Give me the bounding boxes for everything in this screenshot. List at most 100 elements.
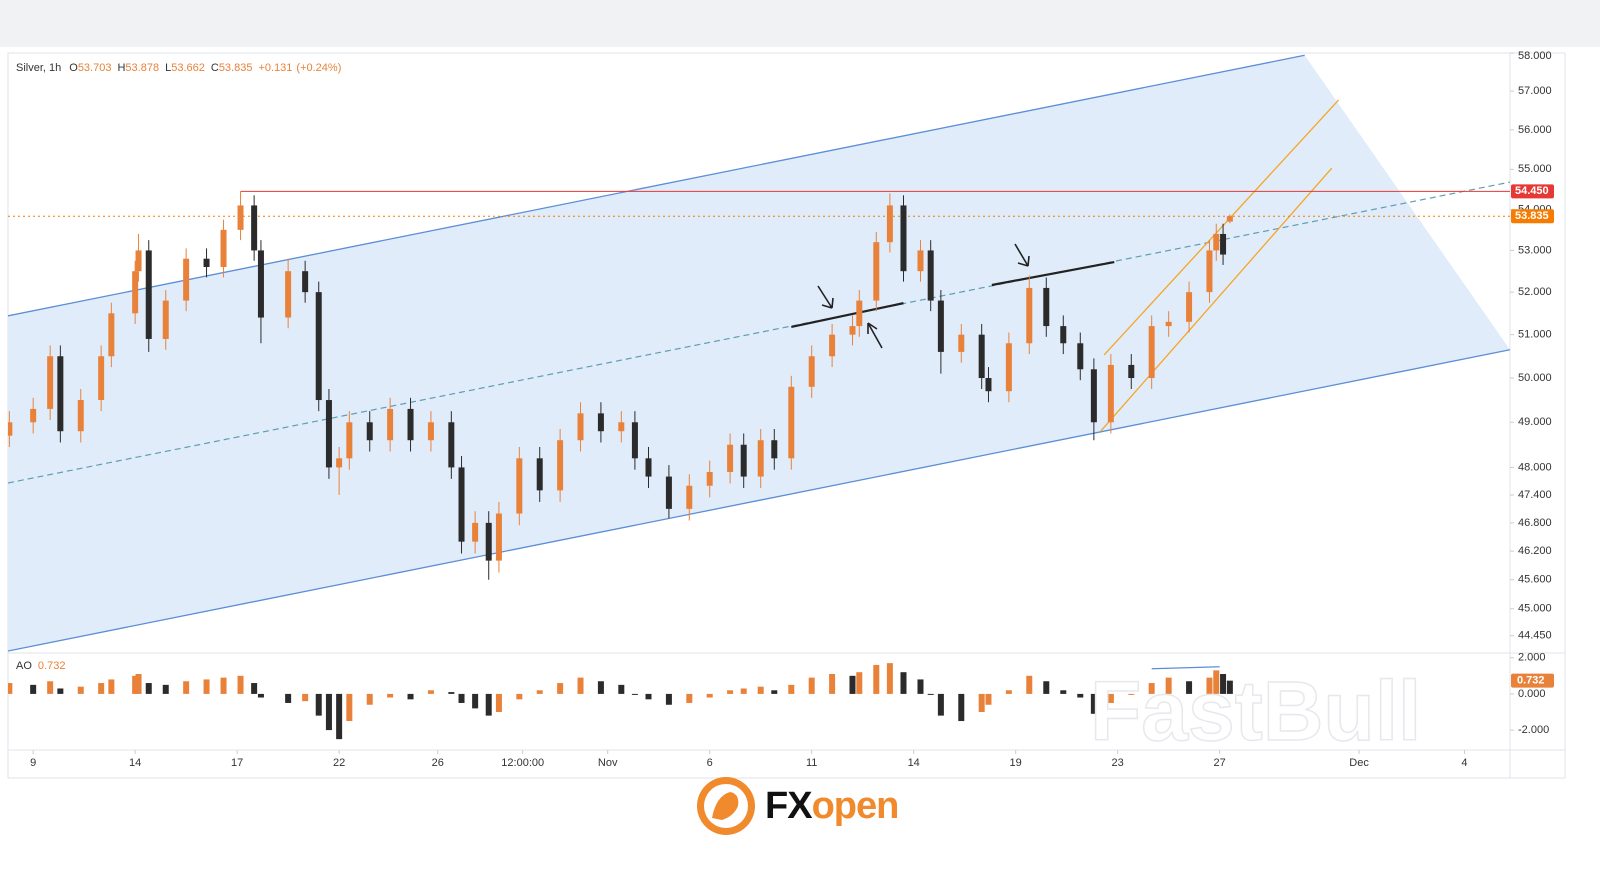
ao-bar bbox=[495, 693, 502, 712]
arrow bbox=[817, 285, 834, 309]
ao-bar bbox=[315, 693, 322, 716]
candle-body bbox=[1213, 233, 1220, 251]
ao-bar bbox=[1043, 681, 1050, 694]
candle-body bbox=[1206, 250, 1213, 293]
ao-bar bbox=[706, 693, 713, 698]
y-tick-label: 55.000 bbox=[1518, 163, 1552, 175]
candle-body bbox=[618, 422, 625, 432]
trend-line bbox=[8, 54, 1305, 317]
watermark: FastBull bbox=[1090, 664, 1421, 758]
candle-body bbox=[203, 258, 210, 268]
trend-line bbox=[1103, 99, 1340, 356]
ao-bar bbox=[8, 683, 13, 694]
price-label: 53.835 bbox=[1515, 210, 1549, 222]
ao-bar bbox=[788, 684, 795, 694]
y-tick-label: 46.200 bbox=[1518, 545, 1552, 557]
candle-body bbox=[849, 326, 856, 335]
trend-line bbox=[791, 302, 904, 329]
symbol-title: Silver, 1h bbox=[16, 62, 61, 74]
candle-body bbox=[285, 271, 292, 318]
candle-body bbox=[77, 400, 84, 432]
x-tick-label: 11 bbox=[806, 757, 817, 769]
ao-bar bbox=[98, 683, 105, 694]
candle-body bbox=[727, 444, 734, 472]
brand-part: open bbox=[812, 785, 899, 827]
ao-bar bbox=[886, 663, 893, 694]
candle-body bbox=[686, 485, 693, 509]
x-tick-label: 26 bbox=[432, 757, 444, 769]
ao-bar bbox=[135, 674, 142, 694]
ao-bar bbox=[203, 679, 210, 694]
ao-bar bbox=[1213, 670, 1220, 694]
ao-bar bbox=[1220, 674, 1227, 694]
x-tick-label: 9 bbox=[30, 757, 36, 769]
ao-bar bbox=[485, 693, 492, 716]
ao-pane bbox=[8, 663, 1233, 740]
candle-body bbox=[346, 422, 353, 459]
ao-value-label: 0.732 bbox=[1517, 675, 1545, 687]
candle-body bbox=[1148, 326, 1155, 379]
ao-bar bbox=[1226, 680, 1233, 694]
ao-bar bbox=[686, 693, 693, 703]
candle-body bbox=[706, 471, 713, 486]
ao-value-box bbox=[1511, 673, 1554, 688]
candle-body bbox=[495, 513, 502, 561]
candle-body bbox=[886, 205, 893, 243]
ao-bar bbox=[829, 674, 836, 694]
ohlc-label: C bbox=[211, 62, 219, 74]
x-tick-label: Nov bbox=[598, 757, 618, 769]
ao-bar bbox=[618, 684, 625, 694]
candle-body bbox=[145, 250, 152, 339]
ao-bar bbox=[917, 679, 924, 694]
candle-body bbox=[183, 258, 190, 301]
ao-bar bbox=[162, 684, 169, 694]
ao-bar bbox=[47, 681, 54, 694]
candle-body bbox=[1005, 343, 1012, 392]
x-tick-label: 19 bbox=[1010, 757, 1022, 769]
candle-body bbox=[47, 356, 54, 409]
brand-logo: FXopen bbox=[697, 777, 899, 835]
y-tick-label: 0.000 bbox=[1518, 688, 1546, 700]
ao-bar bbox=[108, 679, 115, 694]
candle-body bbox=[1107, 364, 1114, 423]
price-pane bbox=[8, 54, 1510, 652]
candle-body bbox=[162, 300, 169, 339]
candle-body bbox=[1186, 292, 1193, 322]
ao-bar bbox=[645, 693, 652, 700]
candle-body bbox=[1043, 287, 1050, 327]
y-tick-label: 47.400 bbox=[1518, 489, 1552, 501]
ao-bar bbox=[727, 690, 734, 694]
x-tick-label: 23 bbox=[1112, 757, 1124, 769]
candle-body bbox=[536, 458, 543, 491]
candle-body bbox=[387, 408, 394, 441]
y-tick-label: 49.000 bbox=[1518, 416, 1552, 428]
ao-bar bbox=[1107, 693, 1114, 703]
ohlc-value: 53.662 bbox=[171, 62, 205, 74]
candle-body bbox=[900, 205, 907, 272]
legend-header: Silver, 1h O53.703 H53.878 L53.662 C53.835 +0… bbox=[16, 62, 341, 74]
candle-body bbox=[325, 400, 332, 468]
y-tick-label: 46.800 bbox=[1518, 517, 1552, 529]
candle-body bbox=[302, 271, 309, 293]
ao-bar bbox=[900, 672, 907, 694]
candle-body bbox=[665, 476, 672, 509]
ao-bar bbox=[557, 683, 564, 694]
ao-bar bbox=[302, 693, 309, 702]
candle-body bbox=[220, 229, 227, 268]
ao-bar bbox=[285, 693, 292, 703]
candle-body bbox=[557, 440, 564, 491]
ao-bar bbox=[132, 675, 139, 694]
x-tick-label: 12:00:00 bbox=[501, 757, 544, 769]
ao-bar bbox=[251, 683, 258, 694]
ao-bar bbox=[448, 692, 455, 694]
ao-bar bbox=[1026, 675, 1033, 694]
ao-bar bbox=[1206, 677, 1213, 694]
ao-bar bbox=[1077, 693, 1084, 698]
ao-bar bbox=[472, 693, 479, 709]
ao-bar bbox=[958, 693, 965, 722]
x-tick-label: 17 bbox=[231, 757, 243, 769]
candle-body bbox=[873, 242, 880, 301]
candle-body bbox=[448, 422, 455, 468]
ao-title: AO bbox=[16, 660, 32, 672]
ao-bar bbox=[927, 693, 934, 695]
